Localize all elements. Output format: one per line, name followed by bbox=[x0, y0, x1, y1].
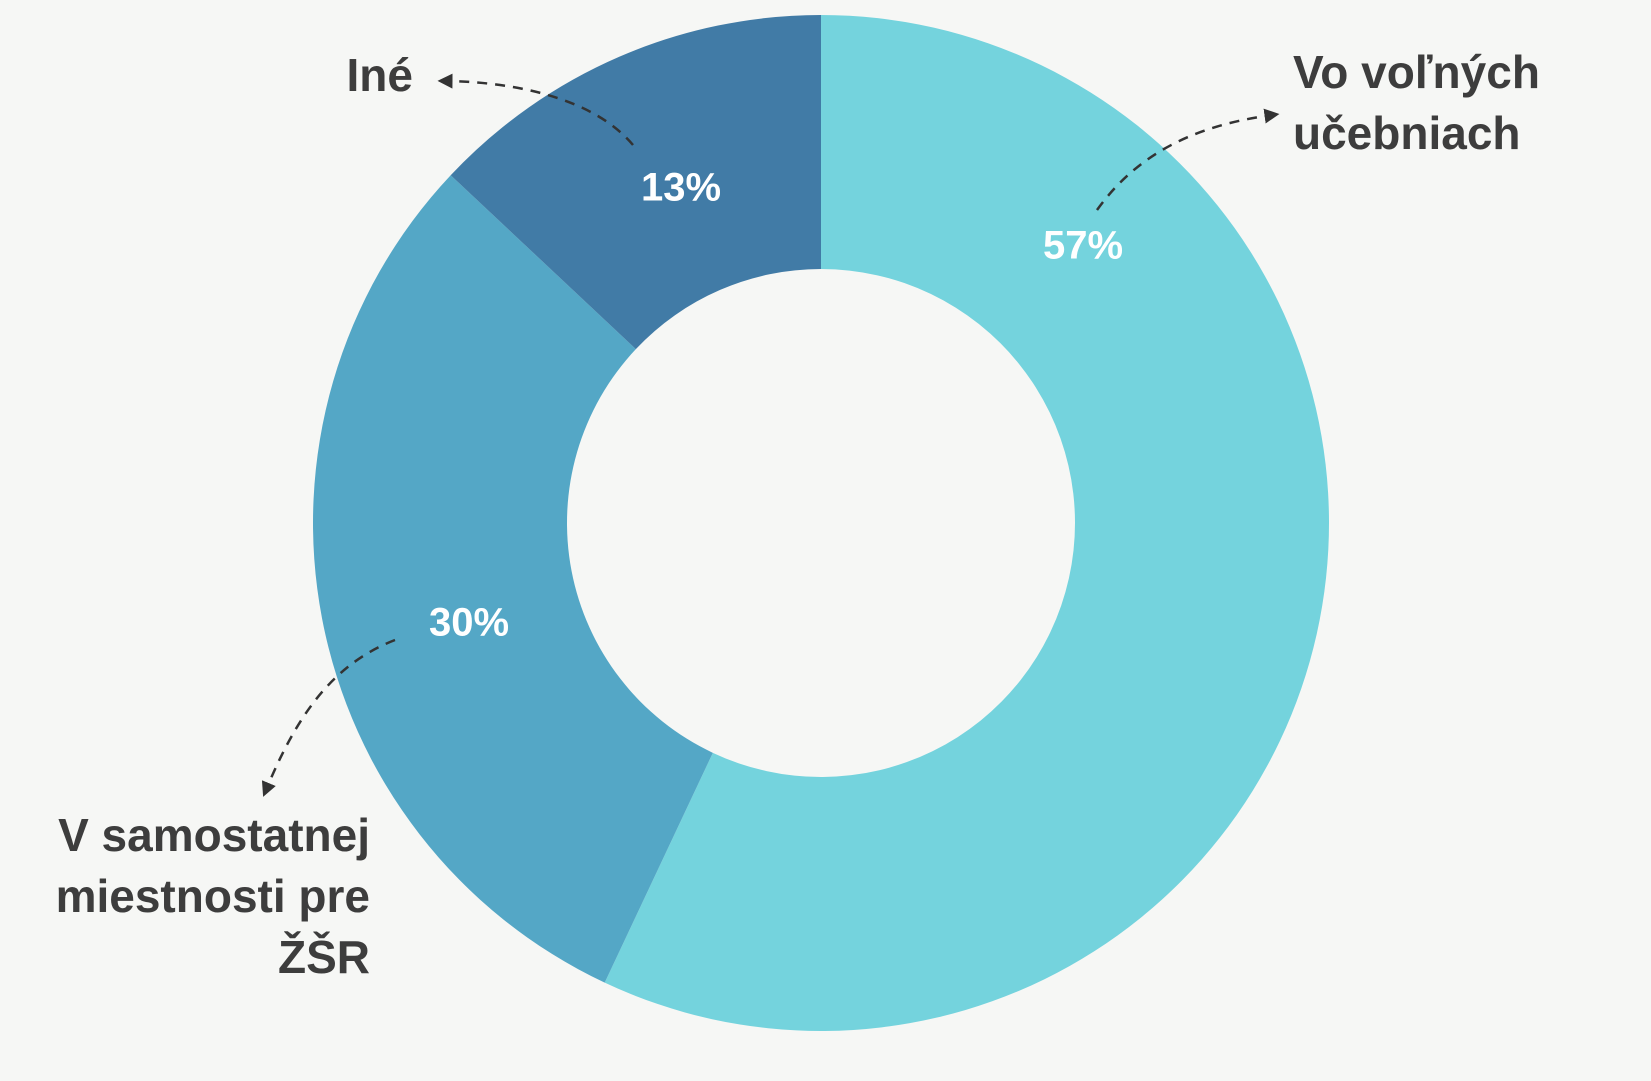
leader-arrow bbox=[437, 73, 634, 146]
donut-slice bbox=[450, 15, 821, 350]
category-label: Iné bbox=[346, 49, 413, 101]
category-label: V samostatnej miestnosti pre ŽŠR bbox=[55, 809, 370, 983]
donut-slice bbox=[604, 15, 1330, 1031]
category-label: Vo voľných učebniach bbox=[1293, 46, 1540, 159]
value-label: 57% bbox=[1043, 224, 1123, 268]
leader-arrow bbox=[261, 638, 396, 797]
donut-slice bbox=[312, 175, 713, 983]
value-label: 13% bbox=[641, 166, 721, 210]
value-label: 30% bbox=[429, 601, 509, 645]
leader-arrow bbox=[1095, 108, 1280, 211]
